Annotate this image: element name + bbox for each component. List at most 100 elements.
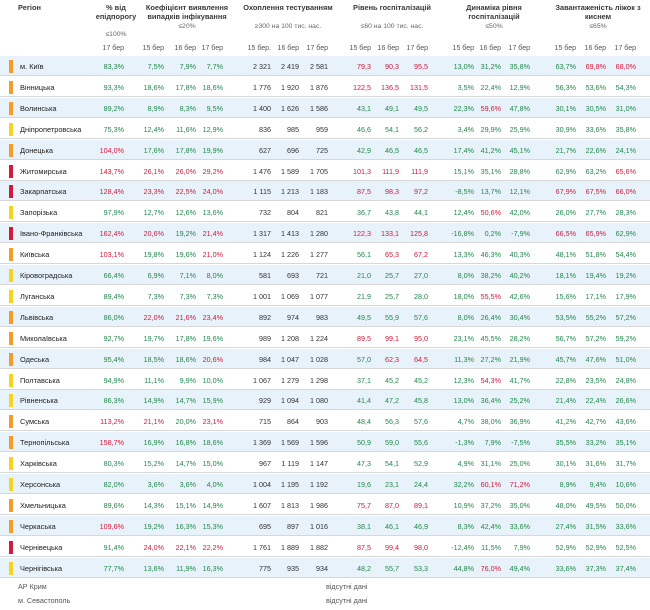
testing-cell: 935 bbox=[287, 563, 299, 573]
dyn-cell: 11,5% bbox=[481, 542, 501, 552]
region-header: Регіон bbox=[18, 3, 41, 12]
beds-cell: 10,6% bbox=[615, 480, 636, 489]
hosp-cell: 57,0 bbox=[357, 354, 371, 364]
beds-cell: 55,2% bbox=[585, 312, 606, 322]
testing-threshold: ≥300 на 100 тис. нас. bbox=[254, 23, 322, 30]
region-name: Харківська bbox=[20, 459, 57, 469]
hosp-cell: 101,3 bbox=[353, 166, 371, 176]
dyn-cell: 28,8% bbox=[509, 166, 530, 176]
testing-cell: 1 192 bbox=[310, 480, 328, 489]
status-marker bbox=[9, 540, 13, 554]
coef-cell: 12,4% bbox=[143, 124, 164, 134]
dyn-cell: 60,1% bbox=[480, 480, 501, 489]
hosp-cell: 87,5 bbox=[357, 542, 371, 552]
coef-cell: 16,9% bbox=[143, 438, 164, 448]
beds-cell: 45,7% bbox=[555, 354, 576, 364]
dyn-cell: 21,9% bbox=[509, 354, 530, 364]
beds-cell: 35,5% bbox=[555, 438, 576, 448]
region-name: Полтавська bbox=[20, 375, 60, 385]
coef-cell: 29,2% bbox=[202, 166, 223, 176]
table-row: Полтавська 94,9% 11,1% 9,9% 10,0% 1 067 1 279 1… bbox=[0, 370, 650, 390]
status-marker bbox=[9, 143, 13, 157]
date-label: 16 бер bbox=[377, 45, 399, 52]
dyn-cell: 42,6% bbox=[509, 291, 530, 301]
testing-cell: 929 bbox=[259, 396, 271, 406]
testing-cell: 967 bbox=[259, 459, 271, 469]
hosp-cell: 46,9 bbox=[414, 521, 428, 531]
date-label: 16 бер bbox=[277, 45, 299, 52]
hosp-cell: 136,5 bbox=[381, 82, 399, 92]
beds-cell: 57,2% bbox=[615, 312, 636, 322]
pct-cell: 86,3% bbox=[103, 396, 124, 406]
status-marker bbox=[9, 185, 13, 199]
coef-cell: 8,3% bbox=[179, 103, 196, 113]
beds-cell: 21,7% bbox=[555, 145, 576, 155]
dyn-cell: 50,6% bbox=[480, 208, 501, 218]
status-marker bbox=[9, 269, 13, 282]
beds-cell: 24,1% bbox=[615, 145, 636, 155]
beds-cell: 21,4% bbox=[555, 396, 576, 406]
beds-cell: 30,1% bbox=[555, 459, 576, 469]
footer-region-sevastopol: м. Севастополь bbox=[18, 596, 71, 605]
region-name: Чернігівська bbox=[20, 563, 63, 573]
coef-cell: 14,7% bbox=[175, 459, 196, 469]
coef-cell: 7,7% bbox=[206, 62, 223, 71]
coef-cell: 14,7% bbox=[175, 396, 196, 406]
testing-cell: 1 776 bbox=[253, 82, 271, 92]
hosp-cell: 47,2 bbox=[385, 396, 399, 406]
dyn-cell: 71,2% bbox=[509, 480, 530, 489]
coef-cell: 20,6% bbox=[202, 354, 223, 364]
region-name: Дніпропетровська bbox=[20, 124, 82, 134]
beds-cell: 26,0% bbox=[555, 208, 576, 218]
coef-cell: 19,8% bbox=[143, 250, 164, 260]
coef-cell: 15,2% bbox=[143, 459, 164, 469]
beds-cell: 41,2% bbox=[555, 417, 576, 427]
dyn-cell: 40,3% bbox=[509, 250, 530, 260]
testing-cell: 1 195 bbox=[281, 480, 299, 489]
testing-cell: 989 bbox=[259, 333, 271, 343]
hosp-cell: 24,4 bbox=[414, 480, 428, 489]
beds-cell: 66,5% bbox=[555, 229, 576, 239]
table-row: Київська 103,1% 19,8% 19,6% 21,0% 1 124 1 226 1… bbox=[0, 244, 650, 265]
coef-cell: 9,5% bbox=[206, 103, 223, 113]
testing-cell: 1 626 bbox=[281, 103, 299, 113]
table-row: Рівненська 86,3% 14,9% 14,7% 15,9% 929 1 094 1 … bbox=[0, 390, 650, 411]
hosp-cell: 98,3 bbox=[385, 187, 399, 197]
hosp-cell: 56,3 bbox=[385, 417, 399, 427]
pct-cell: 128,4% bbox=[99, 187, 124, 197]
pct-cell: 94,9% bbox=[103, 375, 124, 385]
region-name: Закарпатська bbox=[20, 187, 67, 197]
coef-cell: 18,5% bbox=[143, 354, 164, 364]
table-row: Вінницька 93,3% 18,6% 17,8% 18,6% 1 776 1 920 1… bbox=[0, 77, 650, 97]
hosp-cell: 25,7 bbox=[385, 271, 399, 280]
testing-cell: 959 bbox=[316, 124, 328, 134]
testing-cell: 693 bbox=[287, 271, 299, 280]
testing-cell: 1 016 bbox=[310, 521, 328, 531]
pct-cell: 109,6% bbox=[99, 521, 124, 531]
hosp-cell: 21,9 bbox=[357, 291, 371, 301]
testing-cell: 1 213 bbox=[281, 187, 299, 197]
pct-cell: 66,4% bbox=[103, 271, 124, 280]
dyn-cell: 76,0% bbox=[480, 563, 501, 573]
coef-cell: 17,8% bbox=[175, 333, 196, 343]
region-name: Івано-Франківська bbox=[20, 229, 83, 239]
coef-cell: 14,9% bbox=[143, 396, 164, 406]
hosp-cell: 97,2 bbox=[414, 187, 428, 197]
testing-cell: 983 bbox=[316, 312, 328, 322]
beds-cell: 54,4% bbox=[615, 250, 636, 260]
beds-cell: 53,6% bbox=[585, 82, 606, 92]
dyn-cell: 4,9% bbox=[457, 459, 474, 469]
status-marker bbox=[9, 415, 13, 429]
coef-cell: 7,3% bbox=[147, 291, 164, 301]
beds-cell: 26,6% bbox=[615, 396, 636, 406]
date-label: 15 бер bbox=[452, 45, 474, 52]
coef-cell: 16,3% bbox=[202, 563, 223, 573]
beds-cell: 51,0% bbox=[615, 354, 636, 364]
table-row: Чернігівська 77,7% 13,6% 11,9% 16,3% 775 935 93… bbox=[0, 557, 650, 578]
testing-cell: 1 596 bbox=[310, 438, 328, 448]
beds-cell: 56,3% bbox=[555, 82, 576, 92]
dyn-threshold: ≤50% bbox=[485, 23, 503, 30]
dyn-cell: 25,0% bbox=[509, 459, 530, 469]
dyn-cell: 41,7% bbox=[509, 375, 530, 385]
coef-cell: 7,5% bbox=[147, 62, 164, 71]
